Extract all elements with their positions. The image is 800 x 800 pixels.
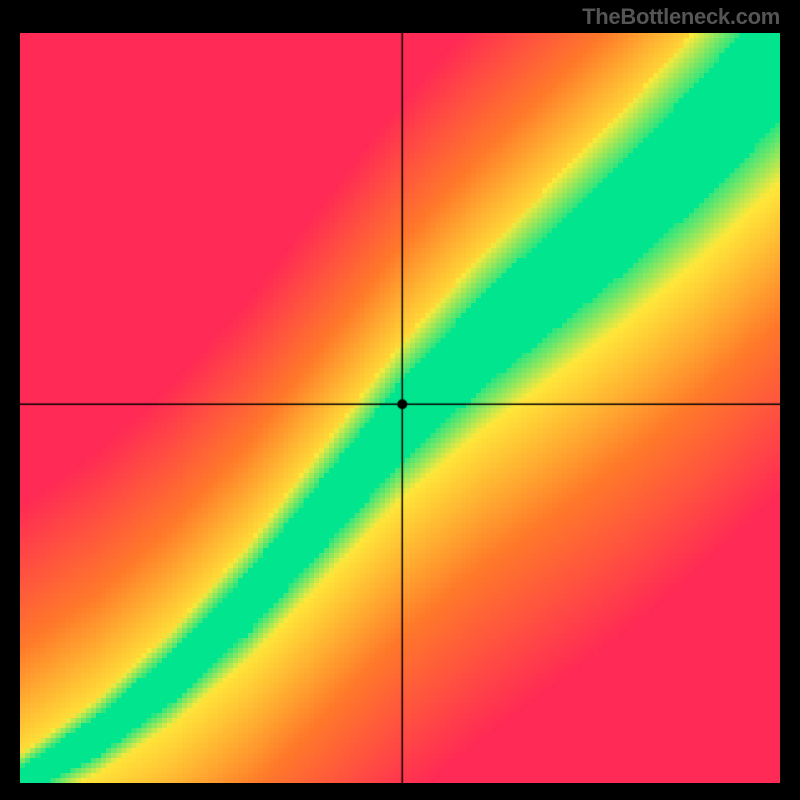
crosshair-overlay	[20, 33, 780, 783]
watermark-label: TheBottleneck.com	[582, 4, 780, 30]
chart-container: TheBottleneck.com	[0, 0, 800, 800]
